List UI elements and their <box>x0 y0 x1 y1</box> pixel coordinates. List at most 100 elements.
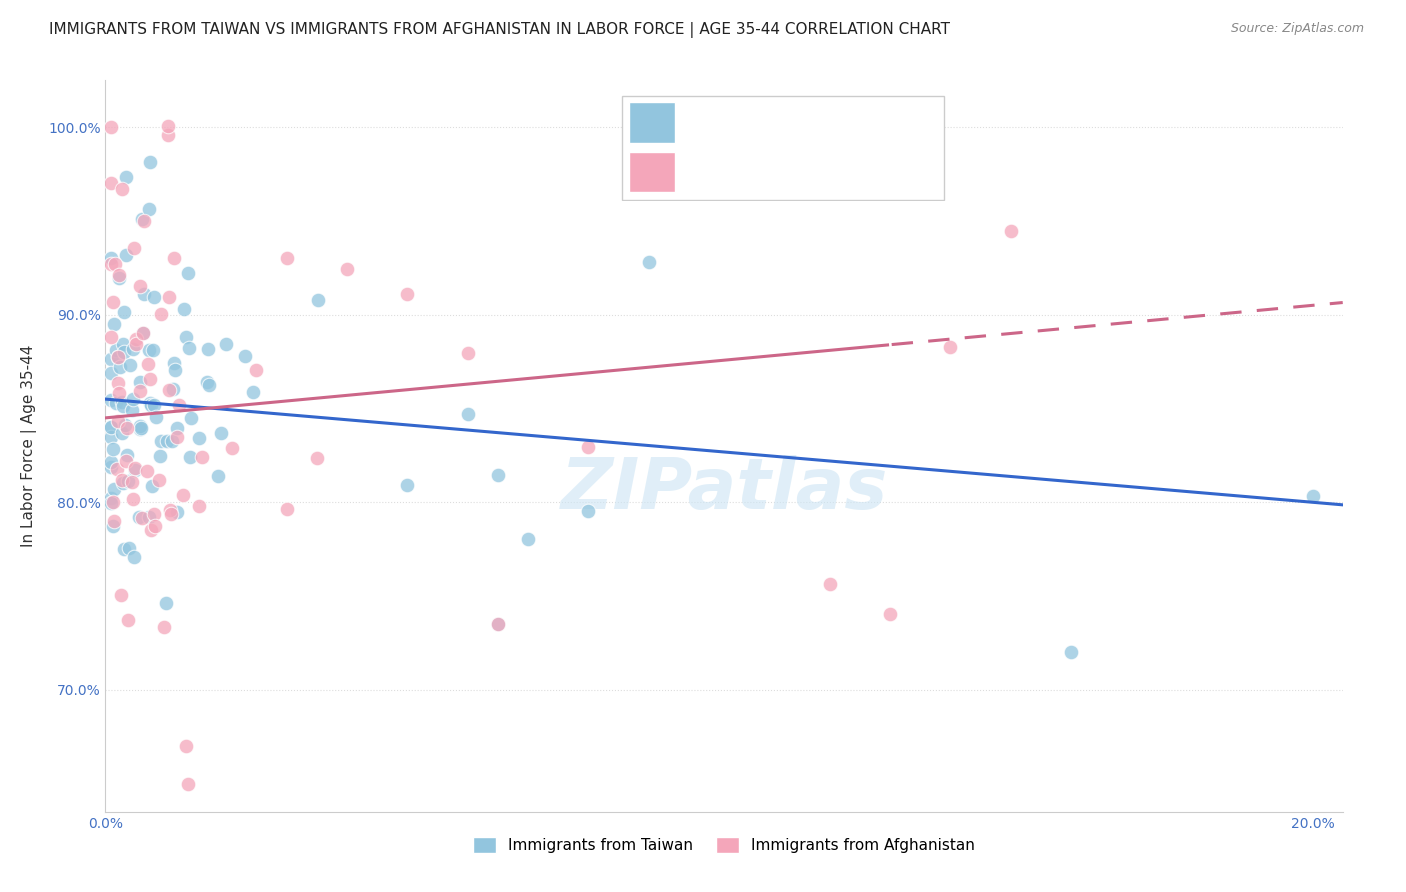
Point <box>159 503 181 517</box>
Point <box>111 426 134 441</box>
Point <box>198 377 221 392</box>
Point <box>112 541 135 556</box>
Point <box>156 434 179 448</box>
Point <box>516 532 538 546</box>
Point <box>100 177 122 191</box>
Point <box>174 739 197 753</box>
Point <box>100 251 122 265</box>
Point <box>939 340 962 354</box>
Point <box>169 399 191 413</box>
Point <box>576 504 599 518</box>
Legend: Immigrants from Taiwan, Immigrants from Afghanistan: Immigrants from Taiwan, Immigrants from … <box>467 830 981 859</box>
Point <box>138 202 160 216</box>
Point <box>142 343 165 357</box>
Point <box>156 119 179 133</box>
Point <box>245 363 267 377</box>
Point <box>103 519 125 533</box>
Point <box>276 251 298 265</box>
Point <box>132 326 155 340</box>
Point <box>143 519 166 533</box>
Text: Source: ZipAtlas.com: Source: ZipAtlas.com <box>1230 22 1364 36</box>
Point <box>233 349 256 363</box>
Point <box>108 385 131 400</box>
Point <box>103 514 125 528</box>
Point <box>149 449 172 463</box>
Point <box>100 496 122 510</box>
Point <box>139 154 162 169</box>
Point <box>112 336 135 351</box>
Point <box>101 442 124 456</box>
Point <box>163 356 186 370</box>
Point <box>173 301 195 316</box>
Point <box>129 421 152 435</box>
Point <box>396 478 419 492</box>
Text: IMMIGRANTS FROM TAIWAN VS IMMIGRANTS FROM AFGHANISTAN IN LABOR FORCE | AGE 35-44: IMMIGRANTS FROM TAIWAN VS IMMIGRANTS FRO… <box>49 22 950 38</box>
Point <box>221 441 243 455</box>
Point <box>150 307 173 321</box>
Point <box>100 392 122 407</box>
Point <box>129 421 152 435</box>
Point <box>457 346 479 360</box>
Point <box>100 420 122 434</box>
Point <box>139 396 162 410</box>
Point <box>486 617 509 632</box>
Point <box>177 776 200 790</box>
Point <box>157 290 180 304</box>
Point <box>141 479 163 493</box>
Point <box>100 257 122 271</box>
Point <box>115 449 138 463</box>
Point <box>879 607 901 622</box>
Point <box>100 491 122 506</box>
Point <box>276 502 298 516</box>
Point <box>100 455 122 469</box>
Point <box>166 430 188 444</box>
Point <box>176 330 198 344</box>
Point <box>139 524 162 538</box>
Point <box>138 343 160 357</box>
Point <box>122 549 145 564</box>
Point <box>108 359 131 374</box>
Point <box>131 211 153 226</box>
Point <box>103 317 125 331</box>
Point <box>179 450 201 465</box>
Point <box>115 421 138 435</box>
Point <box>141 398 163 412</box>
Point <box>107 268 129 283</box>
Point <box>121 343 143 357</box>
Point <box>125 336 148 351</box>
Point <box>153 620 176 634</box>
Point <box>195 375 218 389</box>
Point <box>457 407 479 421</box>
Point <box>145 410 167 425</box>
Point <box>162 382 184 396</box>
Point <box>107 414 129 428</box>
Point <box>128 384 150 398</box>
Point <box>155 595 177 609</box>
Point <box>307 293 329 308</box>
Point <box>207 468 229 483</box>
Point <box>142 507 165 521</box>
Point <box>166 505 188 519</box>
Point <box>110 588 132 602</box>
Point <box>107 350 129 364</box>
Point <box>336 261 359 276</box>
Point <box>177 341 200 355</box>
Point <box>111 182 134 196</box>
Point <box>111 399 134 413</box>
Point <box>111 395 134 409</box>
Point <box>132 287 155 301</box>
Point <box>215 337 238 351</box>
Point <box>131 511 153 525</box>
Point <box>122 241 145 255</box>
Point <box>128 510 150 524</box>
Point <box>1060 645 1083 659</box>
Point <box>107 376 129 391</box>
Point <box>396 287 419 301</box>
Point <box>107 350 129 364</box>
Point <box>121 403 143 417</box>
Point <box>166 420 188 434</box>
Point <box>163 363 186 377</box>
Point <box>180 411 202 425</box>
Point <box>100 429 122 443</box>
Point <box>105 462 128 476</box>
